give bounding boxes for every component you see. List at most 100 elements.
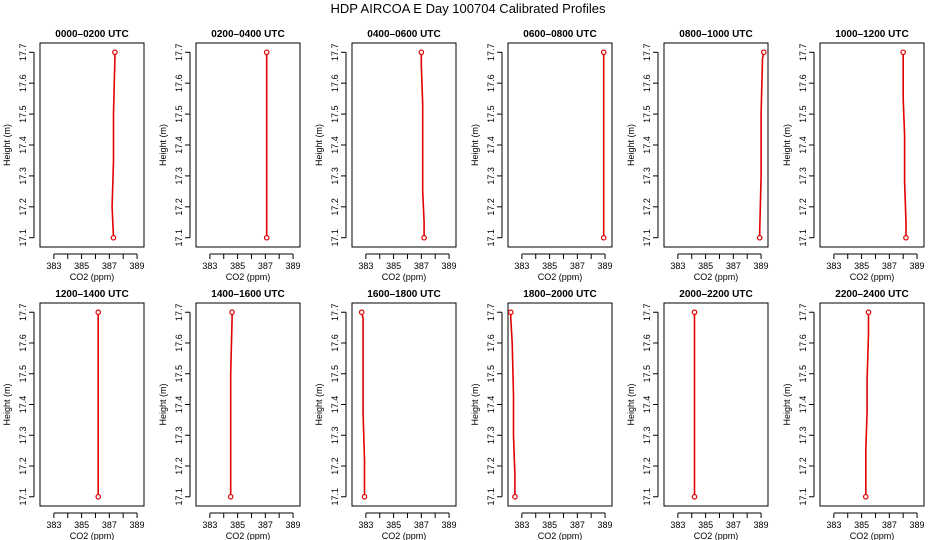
y-tick-label: 17.2 (798, 457, 808, 475)
x-axis-label: CO2 (ppm) (226, 272, 271, 282)
y-tick-label: 17.1 (486, 229, 496, 247)
x-tick-label: 385 (386, 520, 401, 530)
panel-frame (195, 42, 301, 248)
y-tick-label: 17.2 (174, 198, 184, 216)
x-axis-label: CO2 (ppm) (694, 272, 739, 282)
x-tick-label: 383 (46, 520, 61, 530)
y-tick-label: 17.3 (174, 167, 184, 185)
y-tick-label: 17.2 (18, 198, 28, 216)
x-tick-label: 389 (286, 261, 301, 271)
y-tick-label: 17.4 (486, 136, 496, 154)
x-tick-label: 389 (598, 520, 613, 530)
y-tick-label: 17.5 (18, 365, 28, 383)
data-point-marker (862, 493, 869, 500)
profile-line (902, 52, 907, 238)
x-tick-label: 383 (670, 261, 685, 271)
y-tick-label: 17.2 (330, 457, 340, 475)
y-tick-label: 17.5 (642, 365, 652, 383)
x-axis-label: CO2 (ppm) (226, 531, 271, 540)
y-tick-label: 17.4 (330, 136, 340, 154)
data-point-marker (112, 49, 118, 56)
x-axis-label: CO2 (ppm) (694, 531, 739, 540)
y-tick-label: 17.5 (798, 105, 808, 123)
y-tick-label: 17.5 (174, 365, 184, 383)
y-tick-label: 17.3 (18, 426, 28, 444)
y-tick-label: 17.5 (486, 105, 496, 123)
data-point-marker (95, 493, 102, 500)
y-axis-label: Height (m) (2, 383, 12, 425)
x-tick-label: 383 (202, 520, 217, 530)
y-tick-label: 17.4 (174, 396, 184, 414)
x-tick-label: 385 (698, 520, 713, 530)
y-tick-label: 17.6 (642, 74, 652, 92)
x-tick-label: 383 (514, 261, 529, 271)
y-tick-label: 17.3 (798, 167, 808, 185)
x-axis-label: CO2 (ppm) (850, 272, 895, 282)
data-point-marker (761, 49, 767, 56)
profile-line (360, 312, 366, 497)
data-point-marker (421, 234, 427, 241)
y-tick-label: 17.2 (486, 198, 496, 216)
y-tick-label: 17.4 (330, 396, 340, 414)
x-tick-label: 385 (542, 261, 557, 271)
x-tick-label: 389 (286, 520, 301, 530)
y-tick-label: 17.5 (642, 105, 652, 123)
panel-title: 0400–0600 UTC (367, 29, 440, 40)
x-tick-label: 387 (570, 520, 585, 530)
y-tick-label: 17.7 (174, 44, 184, 62)
y-tick-label: 17.6 (486, 334, 496, 352)
y-tick-label: 17.7 (486, 303, 496, 321)
y-tick-label: 17.7 (18, 303, 28, 321)
x-tick-label: 387 (102, 520, 117, 530)
x-tick-label: 387 (414, 520, 429, 530)
panel-title: 1600–1800 UTC (367, 289, 440, 300)
y-tick-label: 17.6 (642, 334, 652, 352)
y-tick-label: 17.2 (174, 457, 184, 475)
y-axis-label: Height (m) (158, 124, 168, 166)
panel-title: 0600–0800 UTC (523, 29, 596, 40)
data-point-marker (229, 309, 235, 316)
y-axis-label: Height (m) (626, 124, 636, 166)
y-tick-label: 17.7 (798, 303, 808, 321)
data-point-marker (600, 49, 607, 56)
y-tick-label: 17.6 (174, 334, 184, 352)
panel-frame (507, 42, 613, 248)
x-axis-label: CO2 (ppm) (538, 272, 583, 282)
data-point-marker (110, 234, 117, 241)
x-tick-label: 387 (882, 520, 897, 530)
y-tick-label: 17.7 (330, 44, 340, 62)
panel-title: 0200–0400 UTC (211, 29, 284, 40)
data-point-marker (756, 234, 763, 241)
data-point-marker (418, 49, 425, 56)
x-tick-label: 387 (570, 261, 585, 271)
y-tick-label: 17.1 (642, 488, 652, 506)
x-tick-label: 385 (386, 261, 401, 271)
panel-frame (663, 42, 769, 248)
y-tick-label: 17.6 (18, 74, 28, 92)
panel-frame (819, 302, 925, 507)
data-point-marker (507, 309, 514, 316)
x-axis-label: CO2 (ppm) (538, 531, 583, 540)
panel-frame (351, 302, 457, 507)
data-point-marker (361, 493, 368, 500)
x-tick-label: 387 (726, 261, 741, 271)
x-tick-label: 389 (754, 261, 769, 271)
chart-title: HDP AIRCOA E Day 100704 Calibrated Profi… (330, 1, 606, 16)
y-tick-label: 17.2 (642, 457, 652, 475)
x-tick-label: 387 (726, 520, 741, 530)
panel-title: 0000–0200 UTC (55, 29, 128, 40)
y-tick-label: 17.7 (18, 44, 28, 62)
y-tick-label: 17.5 (486, 365, 496, 383)
x-tick-label: 385 (542, 520, 557, 530)
y-axis-label: Height (m) (2, 124, 12, 166)
panel-title: 2000–2200 UTC (679, 289, 752, 300)
x-tick-label: 383 (826, 520, 841, 530)
x-tick-label: 389 (130, 261, 145, 271)
data-point-marker (512, 493, 518, 500)
y-tick-label: 17.1 (18, 229, 28, 247)
y-axis-label: Height (m) (782, 124, 792, 166)
y-tick-label: 17.7 (174, 303, 184, 321)
y-tick-label: 17.3 (174, 426, 184, 444)
y-axis-label: Height (m) (470, 124, 480, 166)
y-tick-label: 17.1 (486, 488, 496, 506)
